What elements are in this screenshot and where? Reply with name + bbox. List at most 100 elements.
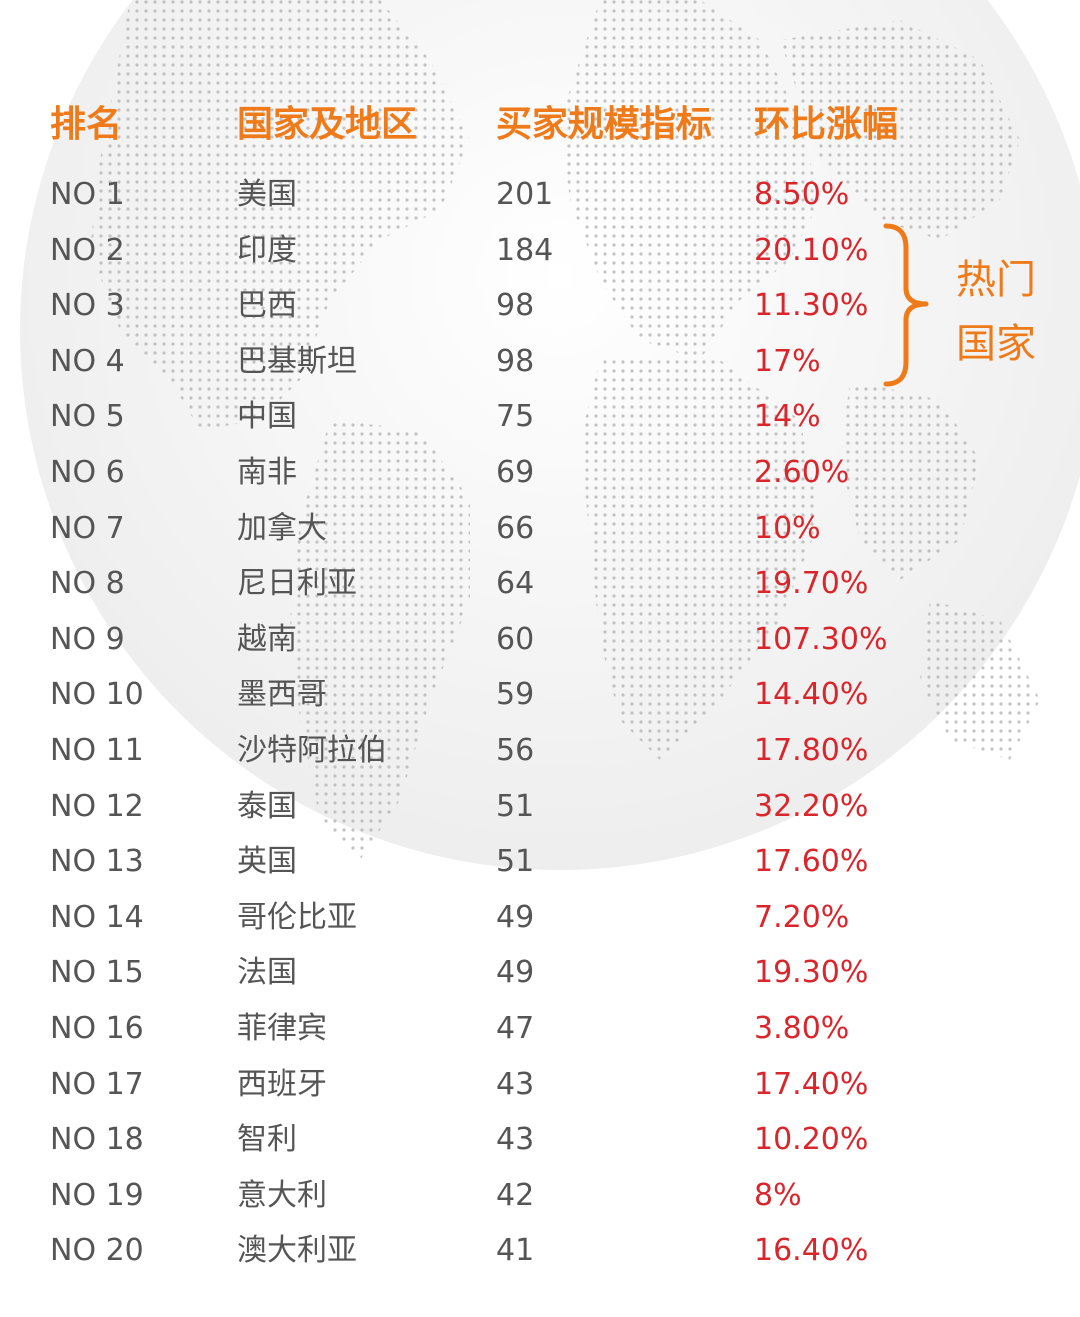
buyer-cell: 201 bbox=[496, 177, 554, 212]
country-cell: 美国 bbox=[237, 177, 297, 212]
country-cell: 哥伦比亚 bbox=[237, 899, 357, 935]
buyer-cell: 42 bbox=[496, 1177, 535, 1213]
country-cell: 印度 bbox=[237, 232, 297, 268]
rank-cell: NO 12 bbox=[50, 788, 144, 824]
rank-cell: NO 1 bbox=[50, 177, 125, 212]
table-row: NO 9 越南 60 107.30% bbox=[0, 612, 1080, 668]
change-cell: 17% bbox=[754, 343, 821, 379]
change-cell: 17.60% bbox=[754, 844, 869, 880]
change-cell: 14% bbox=[754, 399, 821, 435]
table-row: NO 17 西班牙 43 17.40% bbox=[0, 1057, 1080, 1113]
rank-cell: NO 13 bbox=[50, 844, 144, 880]
country-cell: 意大利 bbox=[237, 1177, 327, 1213]
change-cell: 32.20% bbox=[754, 788, 869, 824]
country-cell: 加拿大 bbox=[237, 510, 327, 546]
buyer-cell: 98 bbox=[496, 288, 535, 324]
change-cell: 2.60% bbox=[754, 454, 850, 490]
buyer-cell: 49 bbox=[496, 955, 535, 991]
table-row: NO 20 澳大利亚 41 16.40% bbox=[0, 1223, 1080, 1279]
table-row: NO 7 加拿大 66 10% bbox=[0, 501, 1080, 557]
change-cell: 19.30% bbox=[754, 955, 869, 991]
rank-cell: NO 8 bbox=[50, 566, 125, 602]
change-cell: 16.40% bbox=[754, 1233, 869, 1269]
header-buyer-index: 买家规模指标 bbox=[496, 104, 713, 145]
buyer-cell: 56 bbox=[496, 732, 535, 768]
table-row: NO 14 哥伦比亚 49 7.20% bbox=[0, 890, 1080, 946]
country-cell: 智利 bbox=[237, 1122, 297, 1158]
table-row: NO 11 沙特阿拉伯 56 17.80% bbox=[0, 723, 1080, 779]
country-cell: 菲律宾 bbox=[237, 1010, 327, 1046]
change-cell: 7.20% bbox=[754, 899, 850, 935]
country-cell: 尼日利亚 bbox=[237, 566, 357, 602]
rank-cell: NO 7 bbox=[50, 510, 125, 546]
hot-countries-label: 热门国家 bbox=[956, 257, 1036, 367]
change-cell: 17.80% bbox=[754, 732, 869, 768]
change-cell: 8% bbox=[754, 1177, 802, 1213]
table-row: NO 12 泰国 51 32.20% bbox=[0, 779, 1080, 835]
buyer-cell: 51 bbox=[496, 788, 535, 824]
change-cell: 14.40% bbox=[754, 677, 869, 713]
table-row: NO 8 尼日利亚 64 19.70% bbox=[0, 556, 1080, 612]
buyer-cell: 184 bbox=[496, 232, 554, 268]
rank-cell: NO 6 bbox=[50, 454, 125, 490]
country-cell: 西班牙 bbox=[237, 1066, 327, 1102]
country-cell: 泰国 bbox=[237, 788, 297, 824]
change-cell: 20.10% bbox=[754, 232, 869, 268]
rank-cell: NO 18 bbox=[50, 1122, 144, 1158]
curly-bracket-icon bbox=[883, 223, 929, 387]
country-cell: 澳大利亚 bbox=[237, 1233, 357, 1269]
table-row: NO 1 美国 201 8.50% bbox=[0, 167, 1080, 223]
buyer-cell: 60 bbox=[496, 621, 535, 657]
change-cell: 10.20% bbox=[754, 1122, 869, 1158]
buyer-cell: 64 bbox=[496, 566, 535, 602]
change-cell: 17.40% bbox=[754, 1066, 869, 1102]
country-cell: 法国 bbox=[237, 955, 297, 991]
table-row: NO 2 印度 184 20.10% bbox=[0, 223, 1080, 279]
change-cell: 8.50% bbox=[754, 177, 850, 212]
buyer-cell: 69 bbox=[496, 454, 535, 490]
rank-cell: NO 2 bbox=[50, 232, 125, 268]
header-country: 国家及地区 bbox=[237, 104, 418, 145]
rank-cell: NO 16 bbox=[50, 1010, 144, 1046]
table-row: NO 13 英国 51 17.60% bbox=[0, 834, 1080, 890]
country-cell: 巴西 bbox=[237, 288, 297, 324]
table-row: NO 15 法国 49 19.30% bbox=[0, 945, 1080, 1001]
buyer-cell: 51 bbox=[496, 844, 535, 880]
buyer-cell: 66 bbox=[496, 510, 535, 546]
table-row: NO 3 巴西 98 11.30% bbox=[0, 278, 1080, 334]
buyer-cell: 43 bbox=[496, 1122, 535, 1158]
header-change: 环比涨幅 bbox=[754, 104, 899, 145]
change-cell: 10% bbox=[754, 510, 821, 546]
rank-cell: NO 5 bbox=[50, 399, 125, 435]
rank-cell: NO 15 bbox=[50, 955, 144, 991]
change-cell: 107.30% bbox=[754, 621, 888, 657]
rank-cell: NO 14 bbox=[50, 899, 144, 935]
change-cell: 11.30% bbox=[754, 288, 869, 324]
table-header: 排名 国家及地区 买家规模指标 环比涨幅 bbox=[0, 100, 1080, 150]
table-row: NO 5 中国 75 14% bbox=[0, 389, 1080, 445]
rank-cell: NO 4 bbox=[50, 343, 125, 379]
buyer-cell: 59 bbox=[496, 677, 535, 713]
buyer-cell: 98 bbox=[496, 343, 535, 379]
table-row: NO 4 巴基斯坦 98 17% bbox=[0, 334, 1080, 390]
buyer-cell: 41 bbox=[496, 1233, 535, 1269]
table-row: NO 16 菲律宾 47 3.80% bbox=[0, 1001, 1080, 1057]
rank-cell: NO 11 bbox=[50, 732, 144, 768]
rank-cell: NO 17 bbox=[50, 1066, 144, 1102]
country-cell: 越南 bbox=[237, 621, 297, 657]
rank-cell: NO 3 bbox=[50, 288, 125, 324]
table-row: NO 19 意大利 42 8% bbox=[0, 1168, 1080, 1224]
buyer-cell: 75 bbox=[496, 399, 535, 435]
change-cell: 19.70% bbox=[754, 566, 869, 602]
table-row: NO 6 南非 69 2.60% bbox=[0, 445, 1080, 501]
ranking-table: NO 1 美国 201 8.50% NO 2 印度 184 20.10% NO … bbox=[0, 167, 1080, 1279]
change-cell: 3.80% bbox=[754, 1010, 850, 1046]
rank-cell: NO 9 bbox=[50, 621, 125, 657]
country-cell: 沙特阿拉伯 bbox=[237, 732, 387, 768]
table-row: NO 10 墨西哥 59 14.40% bbox=[0, 667, 1080, 723]
country-cell: 南非 bbox=[237, 454, 297, 490]
buyer-cell: 43 bbox=[496, 1066, 535, 1102]
country-cell: 中国 bbox=[237, 399, 297, 435]
table-row: NO 18 智利 43 10.20% bbox=[0, 1112, 1080, 1168]
